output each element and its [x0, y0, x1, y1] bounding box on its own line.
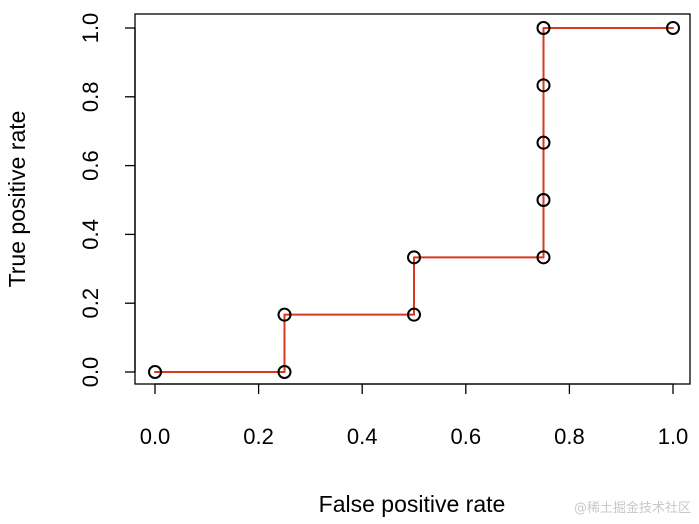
roc-point [536, 193, 551, 207]
roc-point [277, 307, 292, 322]
x-tick-label: 0.0 [140, 424, 171, 449]
y-tick-label: 1.0 [78, 13, 103, 44]
y-tick-label: 0.8 [78, 82, 103, 113]
roc-point [536, 21, 551, 35]
plot-frame [134, 13, 691, 385]
roc-point [536, 78, 551, 93]
x-tick-label: 0.6 [451, 424, 482, 449]
x-tick-label: 0.4 [347, 424, 378, 449]
y-tick-label: 0.4 [78, 219, 103, 250]
roc-point [407, 307, 421, 322]
y-axis-title: True positive rate [4, 111, 30, 288]
y-tick-label: 0.0 [78, 357, 103, 388]
x-tick-label: 0.8 [554, 424, 585, 449]
y-ticks: 0.0 0.2 0.4 0.6 0.8 1.0 [78, 13, 135, 388]
roc-point [536, 250, 551, 265]
y-tick-label: 0.6 [78, 150, 103, 181]
x-tick-label: 1.0 [658, 424, 689, 449]
x-ticks: 0.0 0.2 0.4 0.6 0.8 1.0 [140, 384, 689, 449]
roc-point [148, 365, 162, 379]
series-points [148, 21, 680, 379]
y-tick-label: 0.2 [78, 288, 103, 319]
series-lines [154, 27, 674, 373]
roc-point [407, 250, 421, 265]
roc-point [277, 365, 292, 379]
roc-point [666, 21, 680, 35]
roc-point [536, 135, 551, 150]
watermark-text: @稀土掘金技术社区 [573, 501, 691, 516]
x-axis-title: False positive rate [319, 491, 506, 517]
x-tick-label: 0.2 [243, 424, 274, 449]
